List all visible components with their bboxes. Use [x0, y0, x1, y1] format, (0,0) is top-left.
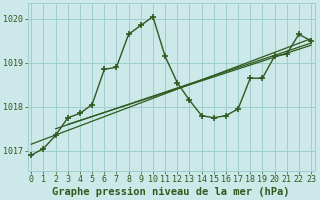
- X-axis label: Graphe pression niveau de la mer (hPa): Graphe pression niveau de la mer (hPa): [52, 186, 290, 197]
